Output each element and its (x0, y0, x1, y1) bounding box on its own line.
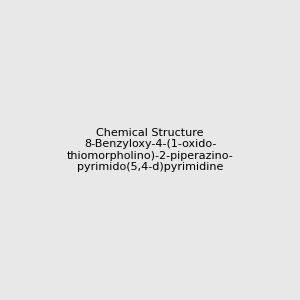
Text: Chemical Structure
8-Benzyloxy-4-(1-oxido-
thiomorpholino)-2-piperazino-
pyrimid: Chemical Structure 8-Benzyloxy-4-(1-oxid… (67, 128, 233, 172)
